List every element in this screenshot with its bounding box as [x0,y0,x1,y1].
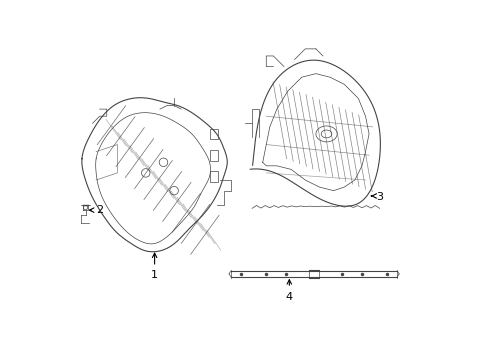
Bar [210,171,219,182]
Text: 1: 1 [151,270,158,280]
Text: 2: 2 [96,205,103,215]
Text: 4: 4 [286,292,293,302]
Text: 3: 3 [376,192,383,202]
Bar [210,129,219,139]
Bar [210,150,219,161]
